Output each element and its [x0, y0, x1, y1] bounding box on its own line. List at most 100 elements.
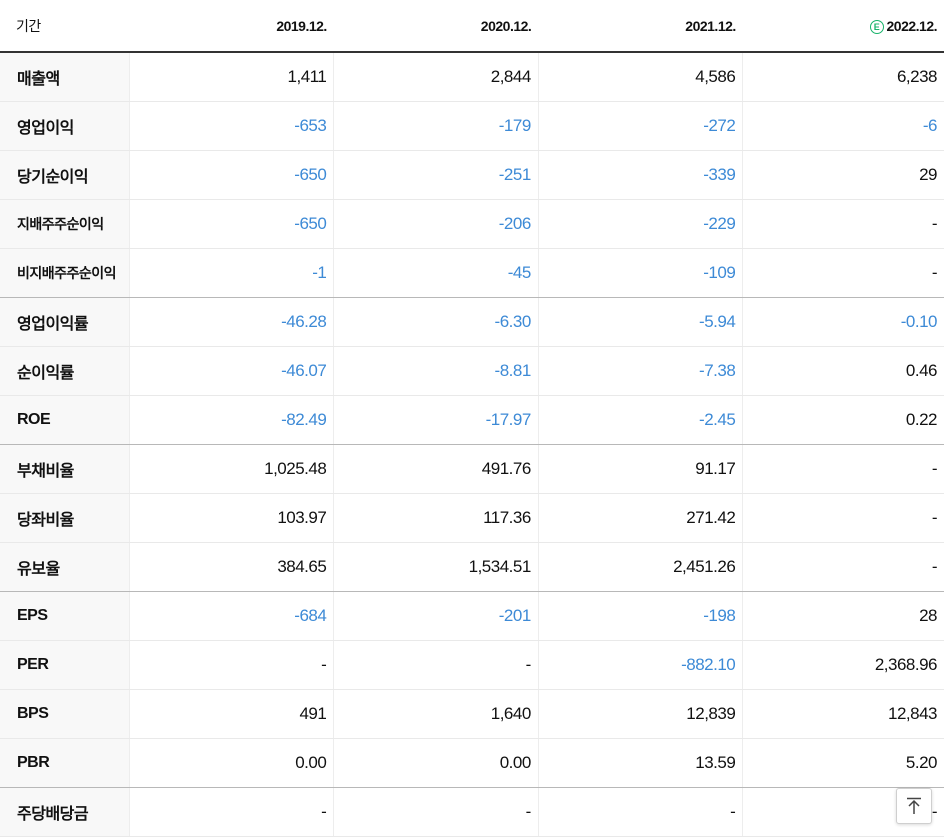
table-row: 순이익률 -46.07 -8.81 -7.38 0.46 — [0, 346, 944, 396]
table-cell: 0.00 — [333, 738, 539, 788]
table-row: ROE -82.49 -17.97 -2.45 0.22 — [0, 395, 944, 445]
row-label: 영업이익률 — [0, 297, 130, 347]
table-cell: -882.10 — [537, 640, 743, 690]
table-cell: -45 — [333, 248, 539, 298]
table-cell: -6.30 — [333, 297, 539, 347]
table-cell: 91.17 — [537, 444, 743, 494]
row-label: PER — [0, 640, 130, 690]
row-label: 비지배주주순이익 — [0, 248, 130, 298]
row-label: 당기순이익 — [0, 150, 130, 200]
table-cell: 271.42 — [537, 493, 743, 543]
table-cell: 2,368.96 — [742, 640, 944, 690]
table-cell: -2.45 — [537, 395, 743, 445]
table-cell: -46.07 — [128, 346, 334, 396]
table-cell: -7.38 — [537, 346, 743, 396]
table-row: PER - - -882.10 2,368.96 — [0, 640, 944, 690]
table-cell: -201 — [333, 591, 539, 641]
table-row: 당기순이익 -650 -251 -339 29 — [0, 150, 944, 200]
table-row: 주당배당금 - - - - — [0, 787, 944, 837]
arrow-up-icon — [907, 797, 921, 814]
table-cell: -272 — [537, 101, 743, 151]
table-cell: -5.94 — [537, 297, 743, 347]
table-cell: 28 — [742, 591, 944, 641]
table-cell: -650 — [128, 199, 334, 249]
table-cell: 384.65 — [128, 542, 334, 592]
table-cell: - — [128, 787, 334, 837]
table-cell: 1,534.51 — [333, 542, 539, 592]
row-label: ROE — [0, 395, 130, 445]
table-cell: - — [742, 248, 944, 298]
row-label: 영업이익 — [0, 101, 130, 151]
table-cell: -109 — [537, 248, 743, 298]
table-row: 영업이익률 -46.28 -6.30 -5.94 -0.10 — [0, 297, 944, 347]
table-cell: - — [742, 444, 944, 494]
table-cell: 6,238 — [742, 52, 944, 102]
table-cell: -229 — [537, 199, 743, 249]
row-label: 주당배당금 — [0, 787, 130, 837]
table-cell: -17.97 — [333, 395, 539, 445]
table-cell: -0.10 — [742, 297, 944, 347]
column-header-2021: 2021.12. — [538, 0, 743, 53]
table-cell: - — [742, 199, 944, 249]
table-row: 지배주주순이익 -650 -206 -229- — [0, 199, 944, 249]
table-cell: -684 — [128, 591, 334, 641]
row-label: 당좌비율 — [0, 493, 130, 543]
row-label: 매출액 — [0, 52, 130, 102]
column-header-2020: 2020.12. — [333, 0, 539, 53]
table-cell: 29 — [742, 150, 944, 200]
table-cell: 5.20 — [742, 738, 944, 788]
row-label: BPS — [0, 689, 130, 739]
table-cell: 1,640 — [333, 689, 539, 739]
table-cell: 2,451.26 — [537, 542, 743, 592]
table-cell: - — [333, 787, 539, 837]
table-cell: 4,586 — [537, 52, 743, 102]
table-cell: -82.49 — [128, 395, 334, 445]
table-cell: 491.76 — [333, 444, 539, 494]
row-label: 지배주주순이익 — [0, 199, 130, 249]
scroll-to-top-button[interactable] — [896, 788, 932, 824]
table-cell: 0.46 — [742, 346, 944, 396]
table-cell: -251 — [333, 150, 539, 200]
table-row: 영업이익 -653 -179 -272 -6 — [0, 101, 944, 151]
table-row: PBR 0.00 0.00 13.59 5.20 — [0, 738, 944, 788]
table-cell: 1,025.48 — [128, 444, 334, 494]
column-header-2022: E 2022.12. — [742, 0, 944, 53]
row-label: PBR — [0, 738, 130, 788]
table-cell: -6 — [742, 101, 944, 151]
table-cell: 13.59 — [537, 738, 743, 788]
table-row: 매출액 1,411 2,844 4,586 6,238 — [0, 52, 944, 102]
row-label: 유보율 — [0, 542, 130, 592]
table-row: 유보율 384.65 1,534.51 2,451.26- — [0, 542, 944, 592]
column-header-2022-label: 2022.12. — [886, 17, 938, 34]
table-cell: 12,839 — [537, 689, 743, 739]
table-cell: - — [128, 640, 334, 690]
table-cell: 12,843 — [742, 689, 944, 739]
table-row: BPS 491 1,640 12,839 12,843 — [0, 689, 944, 739]
table-cell: - — [742, 493, 944, 543]
table-cell: -339 — [537, 150, 743, 200]
table-cell: - — [537, 787, 743, 837]
table-cell: -46.28 — [128, 297, 334, 347]
table-cell: 0.22 — [742, 395, 944, 445]
period-header: 기간 — [0, 0, 130, 53]
row-label: EPS — [0, 591, 130, 641]
column-header-2019: 2019.12. — [129, 0, 334, 53]
table-row: 부채비율 1,025.48 491.76 91.17- — [0, 444, 944, 494]
table-cell: -8.81 — [333, 346, 539, 396]
table-cell: 117.36 — [333, 493, 539, 543]
row-label: 부채비율 — [0, 444, 130, 494]
table-header-row: 기간 2019.12. 2020.12. 2021.12. E 2022.12. — [0, 0, 944, 53]
table-cell: -653 — [128, 101, 334, 151]
table-row: 당좌비율 103.97 117.36 271.42- — [0, 493, 944, 543]
table-cell: -1 — [128, 248, 334, 298]
table-cell: 103.97 — [128, 493, 334, 543]
table-cell: -206 — [333, 199, 539, 249]
row-label: 순이익률 — [0, 346, 130, 396]
table-row: 비지배주주순이익 -1 -45 -109- — [0, 248, 944, 298]
table-cell: -198 — [537, 591, 743, 641]
table-cell: -650 — [128, 150, 334, 200]
table-cell: 0.00 — [128, 738, 334, 788]
table-row: EPS -684 -201 -198 28 — [0, 591, 944, 641]
